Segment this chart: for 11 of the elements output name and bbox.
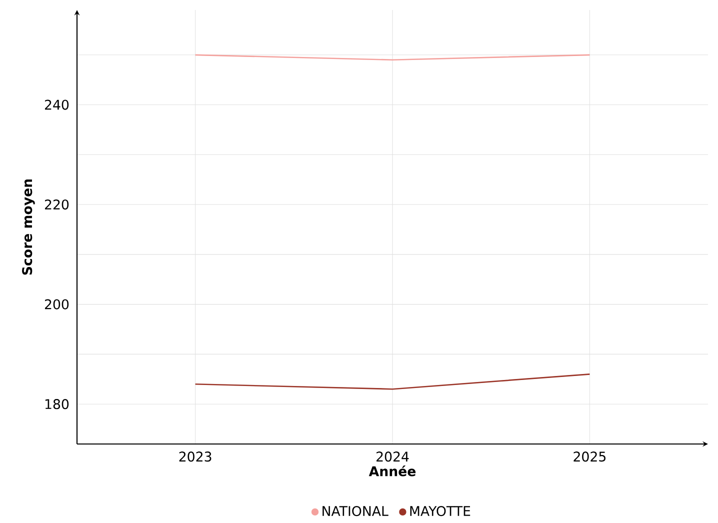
legend-label: MAYOTTE — [410, 506, 470, 516]
x-axis-title: Année — [368, 465, 416, 476]
x-tick-label: 2023 — [179, 451, 212, 462]
x-tick-label: 2025 — [574, 451, 606, 462]
y-axis-title: Score moyen — [22, 179, 35, 275]
y-tick-label: 220 — [44, 199, 69, 210]
legend-label: NATIONAL — [322, 506, 388, 516]
y-tick-label: 180 — [45, 398, 69, 410]
y-tick-label: 240 — [44, 100, 69, 110]
x-tick-label: 2024 — [376, 451, 409, 462]
y-tick-label: 200 — [44, 299, 69, 310]
